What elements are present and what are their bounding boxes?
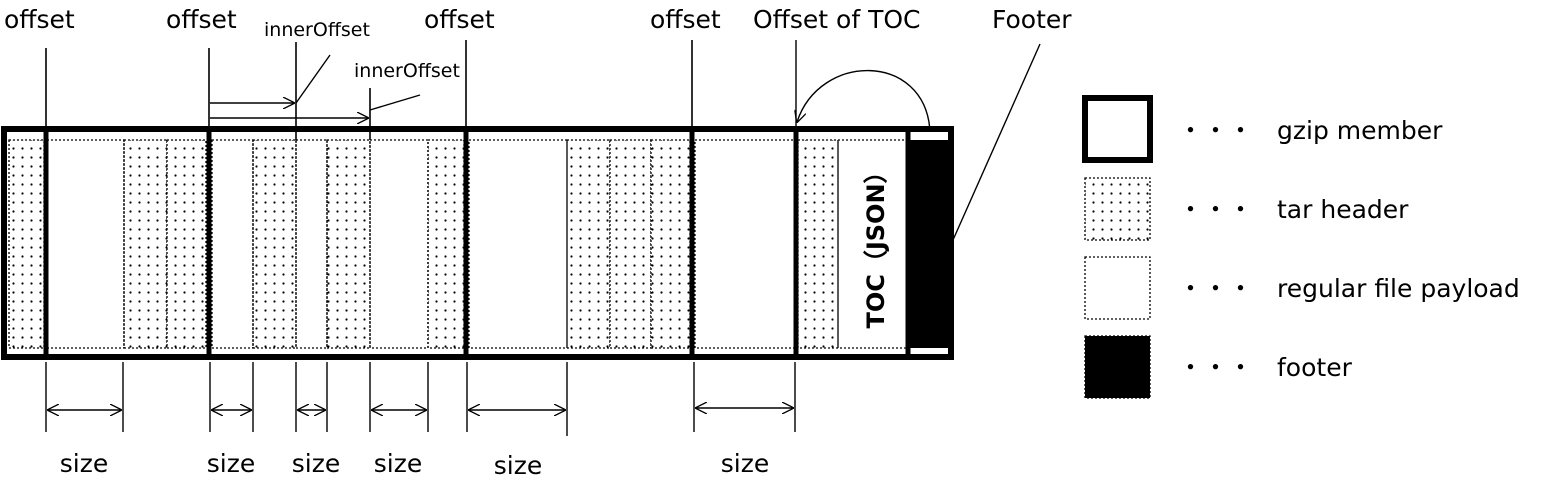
tar-header bbox=[252, 139, 297, 349]
legend-label-file-payload: regular file payload bbox=[1277, 274, 1520, 303]
tar-header bbox=[650, 139, 691, 349]
tar-header bbox=[797, 139, 839, 349]
legend-swatch-gzip-member bbox=[1082, 95, 1153, 163]
offset-label: offset bbox=[424, 5, 495, 34]
legend-swatch-tar-header bbox=[1084, 177, 1151, 241]
size-brackets bbox=[45, 362, 796, 436]
footer-label: Footer bbox=[992, 5, 1072, 34]
legend-label-footer: footer bbox=[1277, 353, 1353, 382]
footer-block bbox=[910, 140, 950, 348]
offset-label: offset bbox=[166, 5, 237, 34]
legend-dots: ・・・ bbox=[1178, 274, 1253, 303]
inner-offset-label: innerOffset bbox=[264, 19, 370, 41]
file-payload bbox=[369, 139, 429, 349]
toc-offset-label: Offset of TOC bbox=[753, 5, 921, 34]
offset-label: offset bbox=[650, 5, 721, 34]
file-payload bbox=[468, 139, 568, 349]
legend: ・・・ ・・・ ・・・ ・・・ gzip member tar header r… bbox=[1082, 95, 1520, 399]
toc-pointer-arrow bbox=[797, 69, 931, 132]
size-label: size bbox=[721, 449, 769, 478]
offset-markers bbox=[45, 40, 693, 140]
tar-header bbox=[166, 139, 207, 349]
tar-header bbox=[326, 139, 371, 349]
size-label: size bbox=[292, 449, 340, 478]
tar-headers bbox=[8, 139, 839, 349]
size-label: size bbox=[207, 449, 255, 478]
tar-header bbox=[427, 139, 465, 349]
legend-swatch-file-payload bbox=[1084, 256, 1151, 320]
inner-offset-label: innerOffset bbox=[354, 60, 460, 82]
footer-pointer bbox=[952, 43, 1041, 241]
inner-offset-pointer bbox=[369, 94, 421, 111]
legend-label-gzip-member: gzip member bbox=[1277, 116, 1443, 145]
offset-label: offset bbox=[4, 5, 75, 34]
legend-dots: ・・・ bbox=[1178, 195, 1253, 224]
legend-dots: ・・・ bbox=[1178, 353, 1253, 382]
file-payload bbox=[295, 139, 328, 349]
archive-outline bbox=[1, 126, 954, 360]
size-label: size bbox=[60, 449, 108, 478]
file-payload bbox=[694, 139, 796, 349]
tar-header bbox=[123, 139, 168, 349]
legend-dots: ・・・ bbox=[1178, 116, 1253, 145]
tar-header bbox=[566, 139, 611, 349]
file-payload bbox=[211, 139, 254, 349]
file-payload bbox=[46, 139, 125, 349]
toc-label: TOC（JSON） bbox=[862, 159, 890, 328]
size-label: size bbox=[494, 451, 542, 480]
archive-strip: TOC（JSON） bbox=[1, 126, 954, 360]
gzip-member-boundaries bbox=[43, 129, 911, 357]
size-label: size bbox=[374, 449, 422, 478]
inner-offset-arrows bbox=[210, 40, 1041, 241]
tar-header bbox=[8, 139, 45, 349]
inner-offset-pointer bbox=[295, 54, 331, 104]
legend-label-tar-header: tar header bbox=[1277, 195, 1409, 224]
legend-swatch-footer bbox=[1084, 335, 1151, 399]
tar-header bbox=[609, 139, 652, 349]
